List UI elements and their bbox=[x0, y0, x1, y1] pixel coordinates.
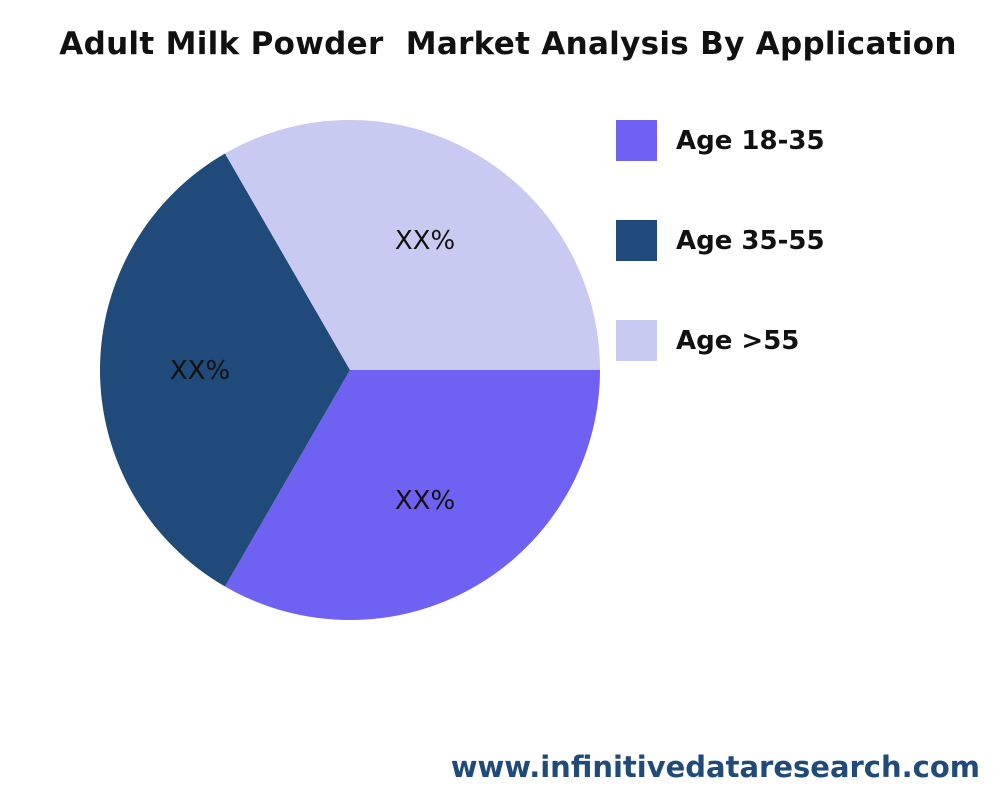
slice-data-label: XX% bbox=[395, 486, 455, 516]
legend-item: Age >55 bbox=[616, 320, 799, 361]
legend-label: Age >55 bbox=[676, 325, 800, 356]
legend-item: Age 18-35 bbox=[616, 120, 825, 161]
legend-label: Age 18-35 bbox=[676, 125, 825, 156]
slice-data-label: XX% bbox=[170, 356, 230, 386]
footer-website[interactable]: www.infinitivedataresearch.com bbox=[450, 750, 980, 784]
legend-label: Age 35-55 bbox=[676, 225, 825, 256]
slice-data-label: XX% bbox=[395, 226, 455, 256]
legend-swatch bbox=[616, 320, 657, 361]
legend-swatch bbox=[616, 220, 657, 261]
chart-title: Adult Milk Powder Market Analysis By App… bbox=[59, 26, 957, 62]
pie-slice-3 bbox=[225, 119, 600, 370]
legend-item: Age 35-55 bbox=[616, 220, 825, 261]
legend-swatch bbox=[616, 120, 657, 161]
pie-slice-1 bbox=[225, 370, 600, 620]
